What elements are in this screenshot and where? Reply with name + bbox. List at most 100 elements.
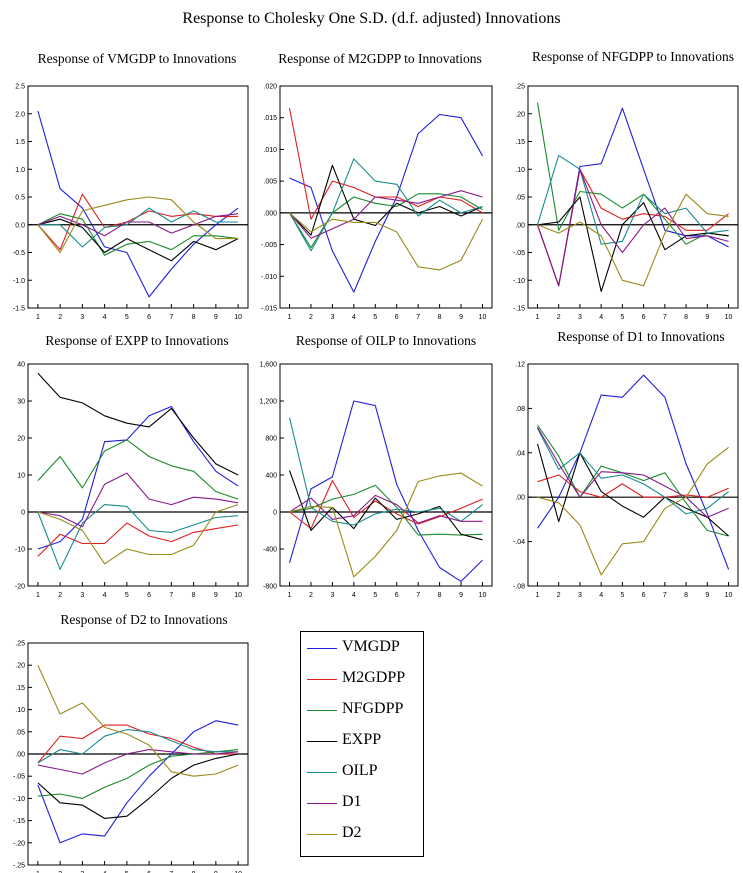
y-tick-label: -.015 (261, 306, 277, 313)
y-tick-label: .25 (15, 641, 25, 648)
y-tick-label: 10 (17, 473, 25, 480)
x-tick-label: 7 (169, 592, 173, 599)
y-tick-label: 0.5 (15, 195, 25, 202)
x-tick-label: 7 (169, 314, 173, 321)
y-tick-label: .20 (15, 663, 25, 670)
series-line-vmgdp (37, 720, 239, 844)
x-tick-label: 6 (642, 314, 646, 321)
x-tick-label: 8 (684, 592, 688, 599)
series-line-vmgdp (37, 110, 239, 298)
x-tick-label: 6 (395, 314, 399, 321)
series-line-oilp (289, 158, 483, 252)
y-tick-label: -.08 (513, 584, 525, 591)
x-tick-label: 10 (479, 592, 487, 599)
y-tick-label: .015 (263, 115, 277, 122)
x-tick-label: 4 (103, 592, 107, 599)
chart-panel-3: Response of NFGDPP to Innovations -.15 -.1… (513, 49, 739, 321)
legend-label: D2 (342, 824, 362, 841)
x-tick-label: 9 (214, 592, 218, 599)
x-tick-label: 10 (725, 314, 733, 321)
chart-title: Response of D2 to Innovations (60, 612, 227, 627)
chart-panel-4: Response of EXPP to Innovations -20 -10 0 10… (15, 333, 249, 599)
plot-frame (527, 363, 739, 587)
legend-label: D1 (342, 793, 362, 810)
x-tick-label: 4 (599, 314, 603, 321)
legend-label: M2GDPP (342, 669, 406, 686)
y-tick-label: -.10 (513, 278, 525, 285)
y-tick-label: -.010 (261, 274, 277, 281)
legend: VMGDP M2GDPP NFGDPP EXPP OILP D1 D2 (300, 631, 424, 857)
x-tick-label: 9 (705, 592, 709, 599)
series-line-d1 (289, 190, 483, 239)
x-tick-label: 6 (642, 592, 646, 599)
x-tick-label: 8 (438, 314, 442, 321)
legend-item-nfgdpp: NFGDPP (301, 697, 423, 724)
series-line-vmgdp (289, 113, 483, 293)
series-line-vmgdp (37, 405, 239, 550)
series-line-expp (37, 372, 239, 476)
chart-title: Response of D1 to Innovations (557, 329, 724, 344)
x-tick-label: 7 (416, 314, 420, 321)
legend-item-d1: D1 (301, 790, 423, 817)
y-tick-label: 20 (17, 436, 25, 443)
legend-swatch (307, 803, 337, 804)
y-tick-label: -.05 (513, 250, 525, 257)
x-tick-label: 4 (103, 314, 107, 321)
x-tick-label: 1 (36, 871, 40, 873)
x-tick-label: 7 (416, 592, 420, 599)
x-tick-label: 9 (459, 592, 463, 599)
legend-label: NFGDPP (342, 700, 404, 717)
y-tick-label: -.10 (13, 796, 25, 803)
x-tick-label: 9 (214, 871, 218, 873)
x-tick-label: 2 (309, 592, 313, 599)
y-tick-label: -10 (15, 547, 25, 554)
x-tick-label: 1 (535, 314, 539, 321)
y-tick-label: .020 (263, 84, 277, 91)
x-tick-label: 2 (58, 871, 62, 873)
y-tick-label: .08 (515, 406, 525, 413)
y-tick-label: 800 (265, 436, 277, 443)
x-tick-label: 6 (147, 314, 151, 321)
series-line-d1 (37, 472, 239, 528)
chart-panel-2: Response of M2GDPP to Innovations -.015 -.… (261, 51, 493, 321)
legend-label: EXPP (342, 731, 382, 748)
series-line-oilp (537, 428, 729, 515)
chart-title: Response of OILP to Innovations (296, 333, 476, 348)
series-line-d2 (37, 664, 239, 777)
legend-item-expp: EXPP (301, 728, 423, 755)
y-tick-label: .000 (263, 210, 277, 217)
x-tick-label: 10 (479, 314, 487, 321)
legend-label: VMGDP (342, 638, 400, 655)
plot-frame (279, 85, 493, 309)
y-tick-label: .05 (515, 195, 525, 202)
x-tick-label: 6 (147, 871, 151, 873)
y-tick-label: 400 (265, 473, 277, 480)
x-tick-label: 3 (578, 592, 582, 599)
x-tick-label: 10 (234, 592, 242, 599)
x-tick-label: 10 (234, 314, 242, 321)
series-line-nfgdpp (37, 439, 239, 500)
x-tick-label: 3 (578, 314, 582, 321)
y-tick-label: -400 (263, 547, 277, 554)
series-line-d1 (289, 494, 483, 524)
series-line-d2 (537, 193, 729, 287)
series-line-expp (289, 164, 483, 236)
x-tick-label: 1 (36, 314, 40, 321)
y-tick-label: .00 (15, 752, 25, 759)
x-tick-label: 8 (684, 314, 688, 321)
series-line-nfgdpp (289, 484, 483, 536)
y-tick-label: .010 (263, 147, 277, 154)
plot-frame (279, 363, 493, 587)
legend-label: OILP (342, 762, 378, 779)
x-tick-label: 2 (557, 592, 561, 599)
x-tick-label: 3 (80, 592, 84, 599)
chart-panel-1: Response of VMGDP to Innovations -1.5 -1.0… (13, 51, 249, 321)
x-tick-label: 4 (352, 592, 356, 599)
series-line-nfgdpp (537, 424, 729, 537)
series-line-expp (537, 196, 729, 292)
y-tick-label: .10 (15, 707, 25, 714)
x-tick-label: 6 (147, 592, 151, 599)
x-tick-label: 2 (58, 314, 62, 321)
